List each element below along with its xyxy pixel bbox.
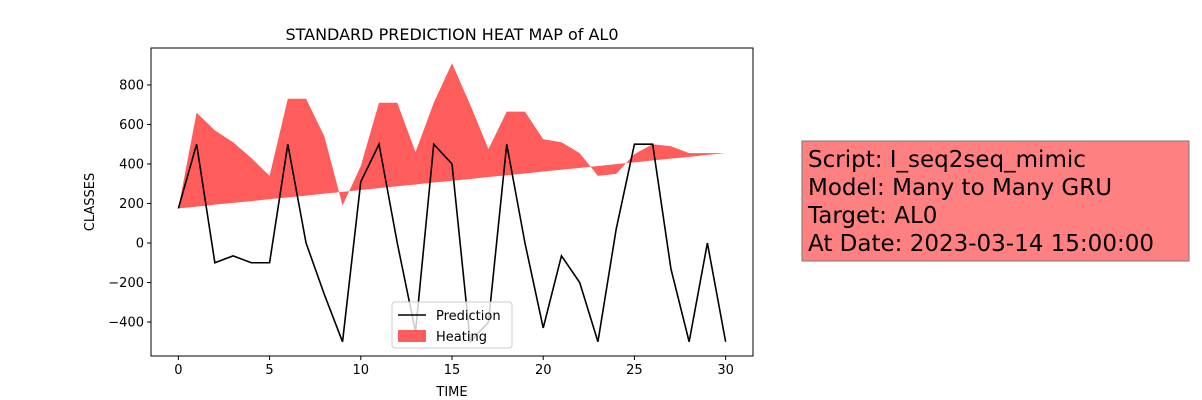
- x-tick-label: 20: [535, 363, 552, 378]
- legend-swatch: [398, 330, 426, 342]
- legend-label: Heating: [436, 330, 487, 345]
- y-tick-label: 400: [119, 157, 144, 172]
- line: [177, 141, 727, 344]
- y-axis-label: CLASSES: [83, 173, 98, 231]
- x-tick-label: 0: [174, 363, 182, 378]
- x-tick-label: 30: [717, 363, 734, 378]
- annotation-line: Target: AL0: [807, 203, 937, 229]
- annotation-box: [801, 140, 1190, 262]
- annotation-line: Model: Many to Many GRU: [808, 175, 1112, 201]
- y-tick-label: −200: [108, 276, 144, 291]
- y-tick-label: 0: [136, 236, 144, 251]
- x-tick-label: 10: [353, 363, 370, 378]
- y-tick-label: 600: [119, 118, 144, 133]
- annotation-line: At Date: 2023-03-14 15:00:00: [808, 231, 1154, 257]
- x-tick-label: 5: [265, 363, 273, 378]
- chart-title: STANDARD PREDICTION HEAT MAP of AL0: [285, 25, 618, 44]
- y-tick-label: 200: [119, 197, 144, 212]
- x-axis-label: TIME: [435, 385, 467, 400]
- legend-label: Prediction: [436, 309, 501, 324]
- y-tick-label: −400: [108, 316, 144, 331]
- x-tick-label: 25: [626, 363, 643, 378]
- plot-frame: [150, 47, 754, 357]
- x-tick-label: 15: [444, 363, 461, 378]
- area: [178, 63, 726, 209]
- annotation-line: Script: I_seq2seq_mimic: [808, 147, 1086, 173]
- y-tick-label: 800: [119, 78, 144, 93]
